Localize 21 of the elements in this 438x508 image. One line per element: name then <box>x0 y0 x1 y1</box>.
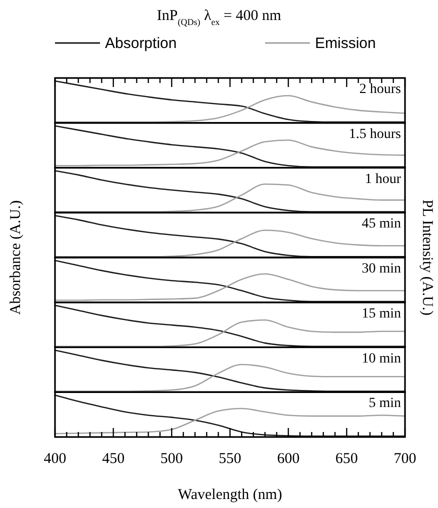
annotation: 30 min <box>362 262 401 276</box>
x-axis-title: Wavelength (nm) <box>178 487 282 503</box>
annotation: 45 min <box>362 216 401 232</box>
x-tick-label: 650 <box>335 451 358 467</box>
annotation: 1 hour <box>364 172 402 187</box>
chart-title: InP$_{(QDs)}$ λ$_{ex}$ = 400 nm <box>156 8 282 27</box>
annotation: 1.5 hours <box>348 126 401 142</box>
annotation: 10 min <box>362 351 401 366</box>
annotation: 2 hours <box>359 82 401 97</box>
annotation: 5 min <box>368 396 401 412</box>
x-tick-label: 400 <box>44 451 66 467</box>
y2-axis-title: PL Intensity (A.U.) <box>419 199 435 316</box>
x-tick-label: 700 <box>394 451 416 467</box>
legend-label: Emission <box>315 35 376 52</box>
x-tick-label: 500 <box>160 451 183 467</box>
annotation: 15 min <box>362 306 401 322</box>
x-tick-label: 450 <box>102 451 125 467</box>
y-axis-title: Absorbance (A.U.) <box>8 200 24 315</box>
x-tick-label: 600 <box>277 451 300 467</box>
legend-label: Absorption <box>105 35 177 52</box>
x-tick-label: 550 <box>218 451 242 467</box>
